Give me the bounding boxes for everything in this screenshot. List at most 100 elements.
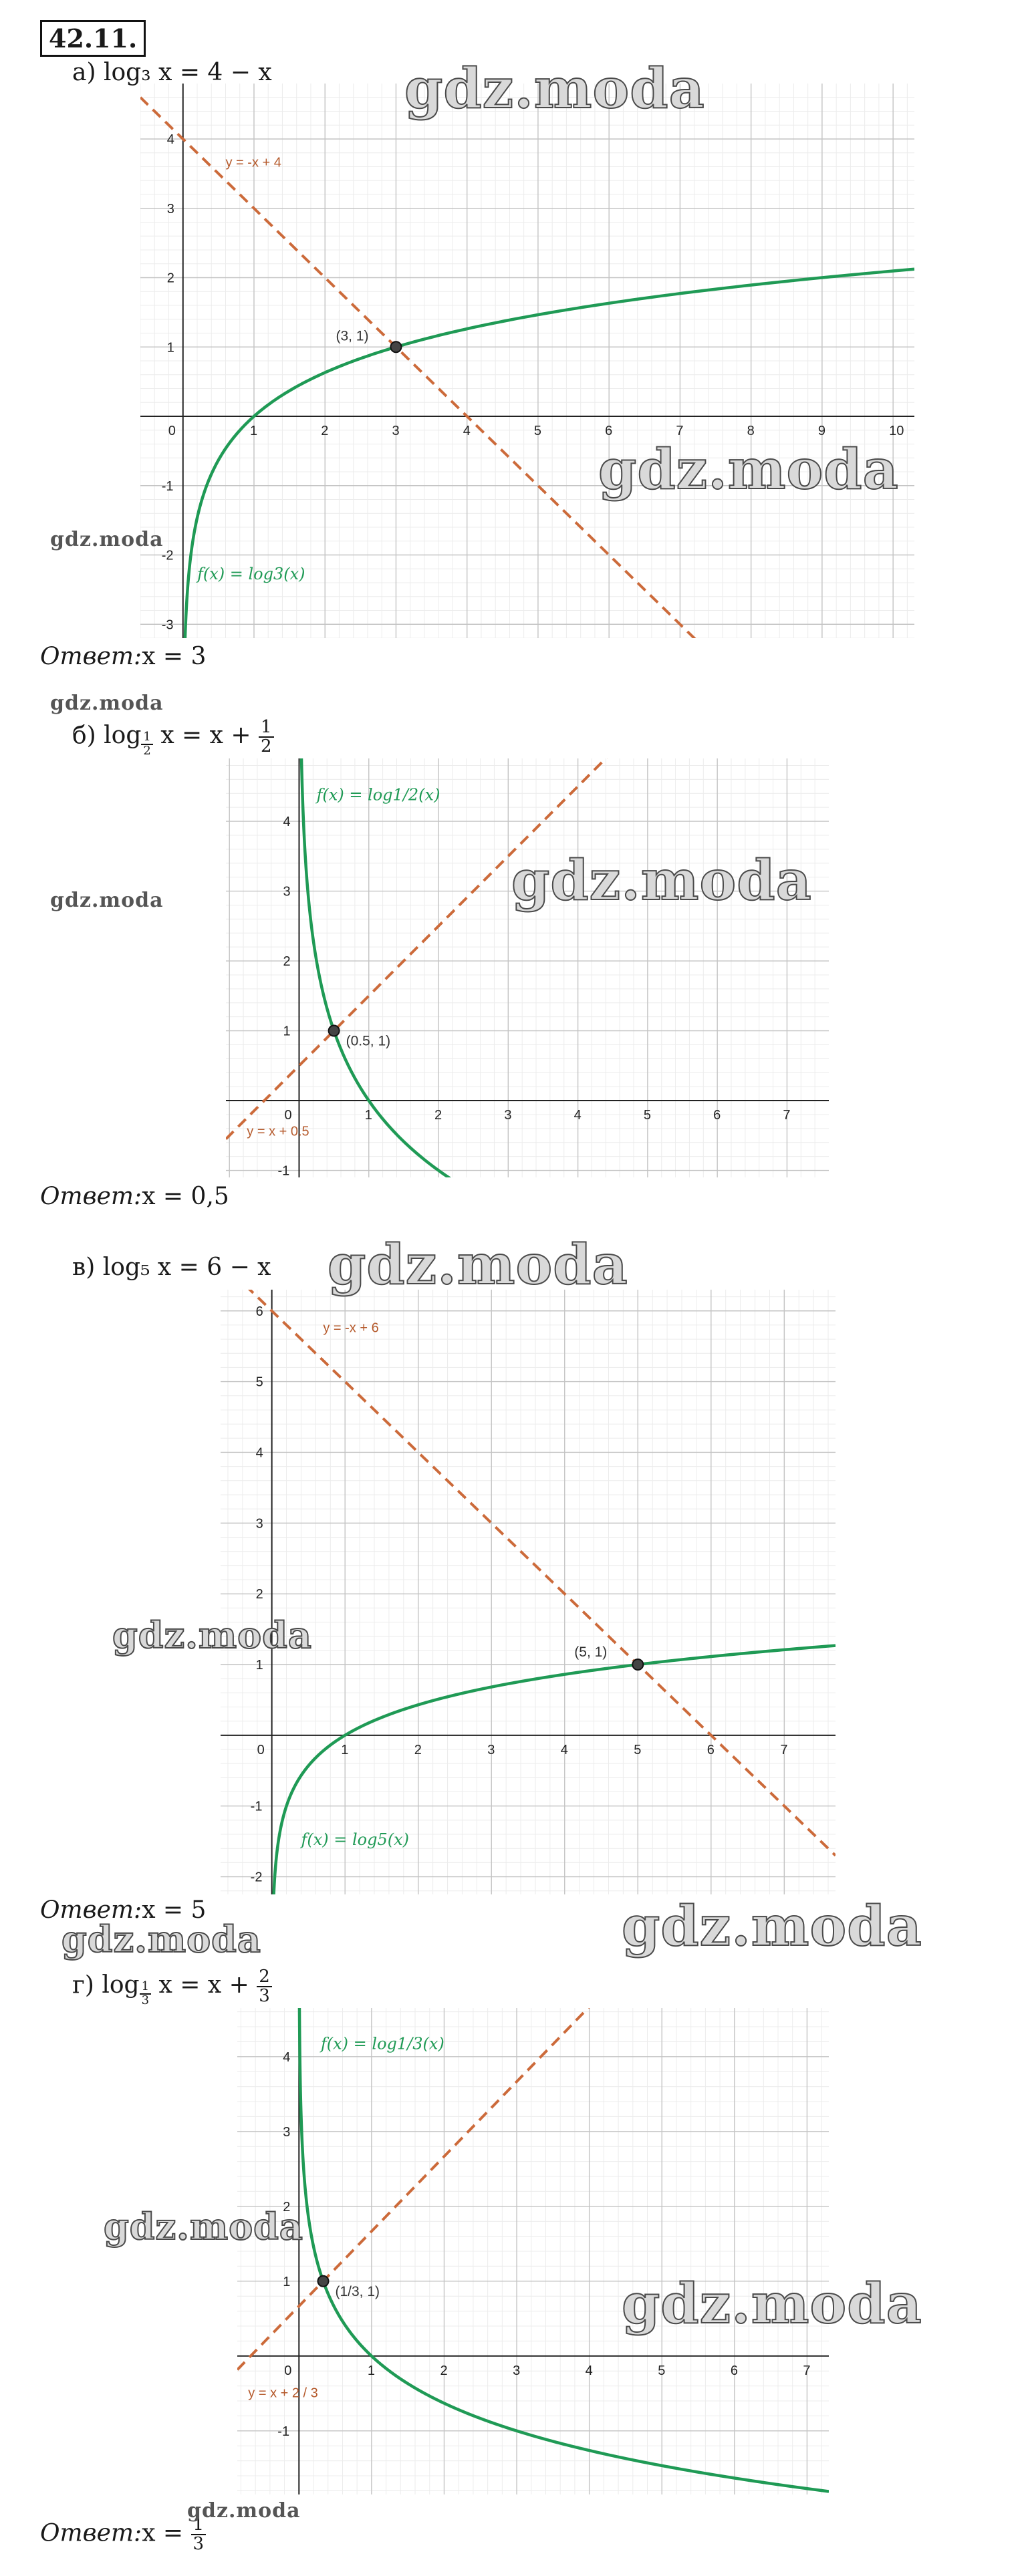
- x-tick-label: 2: [414, 1743, 422, 1757]
- intersection-point: [317, 2275, 330, 2287]
- line-label: y = x + 0.5: [247, 1124, 309, 1139]
- intersection-point: [390, 341, 402, 353]
- x-tick-label: 6: [605, 424, 612, 438]
- answer-value: x = 5: [142, 1896, 207, 1924]
- x-tick-label: 3: [504, 1108, 511, 1123]
- x-tick-label: 2: [321, 424, 328, 438]
- part-b-letter: б): [72, 722, 96, 750]
- part-g-log: log 1 3: [102, 1971, 152, 2007]
- watermark: gdz.moda: [621, 2271, 922, 2337]
- x-tick-label: 6: [707, 1743, 715, 1757]
- part-v-task: в) log₅ x = 6 − x: [72, 1254, 271, 1281]
- y-tick-label: 4: [256, 1445, 263, 1460]
- y-tick-label: 2: [256, 1587, 263, 1602]
- function-label: f(x) = log1/3(x): [319, 2035, 444, 2053]
- watermark: gdz.moda: [327, 1232, 628, 1298]
- part-b-log: log 1 2: [104, 722, 153, 757]
- line-graph: [237, 2008, 590, 2371]
- answer-value: x =: [142, 2519, 191, 2547]
- part-g-letter: г): [72, 1971, 94, 1999]
- y-tick-label: 5: [256, 1375, 263, 1390]
- y-tick-label: 1: [283, 1024, 290, 1039]
- line-label: y = -x + 6: [323, 1321, 378, 1336]
- x-tick-label: 2: [440, 2364, 447, 2378]
- x-tick-label: 3: [392, 424, 399, 438]
- y-tick-label: 3: [167, 202, 174, 217]
- y-tick-label: 2: [283, 954, 290, 969]
- watermark: gdz.moda: [404, 56, 705, 122]
- line-label: y = x + 2 / 3: [248, 2386, 318, 2400]
- y-tick-label: 1: [283, 2275, 290, 2289]
- log-curve: [297, 2008, 829, 2493]
- grid: [140, 84, 914, 638]
- part-a-letter: а): [72, 59, 96, 86]
- y-tick-label: 3: [256, 1516, 263, 1531]
- watermark: gdz.moda: [50, 528, 164, 551]
- x-tick-label: 3: [513, 2364, 520, 2378]
- answer-prefix: Ответ:: [40, 1183, 142, 1210]
- x-tick-label: 6: [731, 2364, 738, 2378]
- line-label: y = -x + 4: [225, 156, 281, 170]
- x-tick-label: 7: [780, 1743, 787, 1757]
- x-tick-label: 0: [284, 2364, 291, 2378]
- y-tick-label: 4: [283, 815, 290, 829]
- grid: [221, 1290, 836, 1894]
- y-tick-label: 1: [256, 1658, 263, 1673]
- watermark: gdz.moda: [621, 1894, 922, 1959]
- answer-part-v: Ответ:x = 5: [40, 1896, 206, 1924]
- x-tick-label: 4: [574, 1108, 582, 1123]
- log-curve: [299, 758, 452, 1177]
- x-tick-label: 5: [658, 2364, 665, 2378]
- watermark: gdz.moda: [511, 848, 812, 913]
- x-tick-label: 4: [586, 2364, 593, 2378]
- x-tick-label: 5: [534, 424, 541, 438]
- x-tick-label: 1: [365, 1108, 372, 1123]
- watermark: gdz.moda: [112, 1613, 312, 1657]
- function-label: f(x) = log3(x): [196, 565, 305, 583]
- x-tick-label: 9: [818, 424, 825, 438]
- function-label: f(x) = log1/2(x): [315, 786, 440, 805]
- x-tick-label: 7: [676, 424, 683, 438]
- line-graph: [247, 1290, 836, 1857]
- watermark: gdz.moda: [103, 2204, 303, 2249]
- x-tick-label: 3: [487, 1743, 495, 1757]
- problem-number: 42.11.: [40, 20, 146, 57]
- x-tick-label: 2: [434, 1108, 442, 1123]
- watermark: gdz.moda: [598, 437, 899, 503]
- intersection-point: [328, 1024, 340, 1037]
- x-tick-label: 5: [644, 1108, 651, 1123]
- graph-part-a: 0 1 2 3 4 5 6 7 8 9 10 -3 -2 -1 1 2 3 4 (3, 1) y = -x + 4 f(…: [140, 84, 914, 638]
- answer-prefix: Ответ:: [40, 1896, 142, 1924]
- x-tick-label: 4: [561, 1743, 568, 1757]
- y-tick-label: 3: [283, 2125, 290, 2140]
- x-tick-label: 4: [463, 424, 471, 438]
- x-tick-label: 7: [783, 1108, 790, 1123]
- y-tick-label: 2: [167, 271, 174, 286]
- intersection-label: (3, 1): [336, 328, 368, 343]
- answer-prefix: Ответ:: [40, 2519, 142, 2547]
- graph-part-v: 0 1 2 3 4 5 6 7 -2 -1 1 2 3 4 5 6 (5, 1) y = -x + 6 f(x) =…: [221, 1290, 836, 1894]
- answer-part-b: Ответ:x = 0,5: [40, 1183, 229, 1210]
- x-tick-label: 7: [803, 2364, 810, 2378]
- y-tick-label: -1: [162, 479, 174, 494]
- x-tick-label: 1: [368, 2364, 375, 2378]
- part-v-equation: log₅ x = 6 − x: [102, 1254, 271, 1281]
- watermark: gdz.moda: [50, 889, 164, 912]
- y-tick-label: -3: [162, 617, 174, 632]
- part-a-equation: log₃ x = 4 − x: [103, 59, 272, 86]
- part-v-letter: в): [72, 1254, 96, 1281]
- y-tick-label: -1: [277, 1164, 289, 1177]
- x-tick-label: 1: [250, 424, 257, 438]
- part-a-task: а) log₃ x = 4 − x: [72, 59, 272, 86]
- graph-part-g: 0 1 2 3 4 5 6 7 -1 1 2 3 4 (1/3, 1) y = x + 2 / 3 f(x) …: [237, 2008, 829, 2494]
- x-tick-label: 0: [284, 1108, 291, 1123]
- x-tick-label: 5: [634, 1743, 641, 1757]
- line-graph: [140, 96, 696, 638]
- y-tick-label: 4: [167, 132, 174, 147]
- y-tick-label: 3: [283, 885, 290, 899]
- intersection-label: (0.5, 1): [346, 1034, 391, 1049]
